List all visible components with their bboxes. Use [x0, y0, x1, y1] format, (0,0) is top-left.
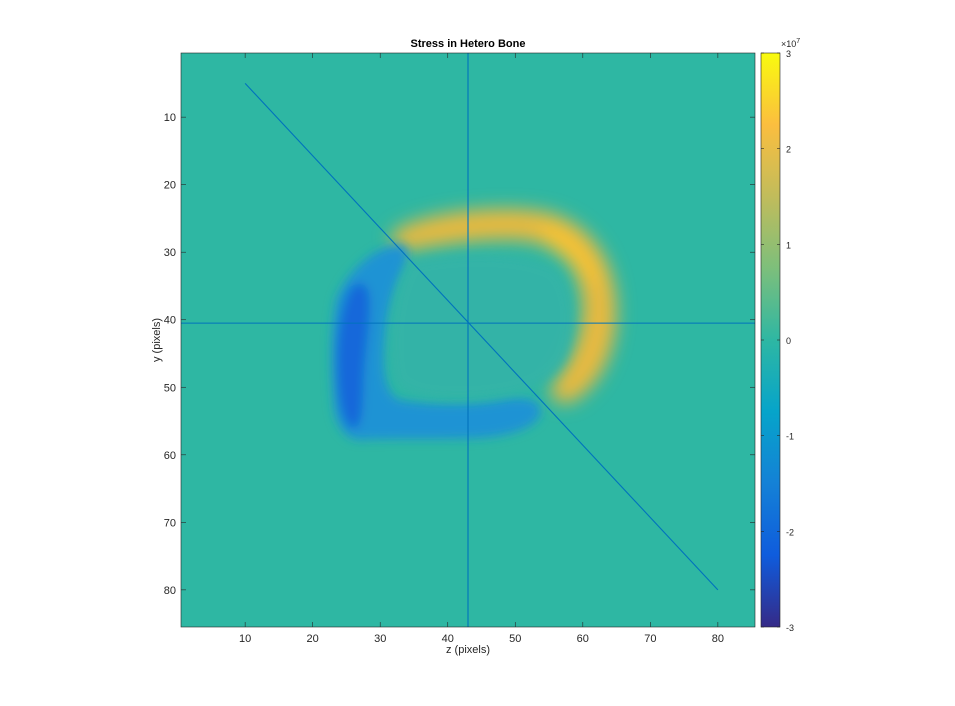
- x-tick-label: 40: [442, 633, 454, 645]
- diagonal-line: [244, 83, 719, 591]
- colorbar-tick-label: 0: [786, 336, 791, 346]
- colorbar-tick-label: -3: [786, 623, 794, 633]
- plot-frame: [180, 52, 756, 628]
- y-tick-label: 60: [164, 450, 176, 462]
- axis-ticks: 10 20 30 40 50 60 70 80 10 20 30 40 50 60 70 80: [164, 53, 755, 645]
- stress-band-negative-core: [337, 283, 370, 429]
- colorbar: -3 -2 -1 0 1 2 3 ×107: [760, 38, 800, 633]
- chart-title: Stress in Hetero Bone: [411, 38, 526, 50]
- colorbar-tick-label: 1: [786, 240, 791, 250]
- plot-area: 10 20 30 40 50 60 70 80 10 20 30 40 50 60 70 80: [164, 52, 756, 645]
- x-tick-label: 10: [239, 633, 251, 645]
- colorbar-tick-label: 3: [786, 49, 791, 59]
- ring-interior: [391, 254, 573, 399]
- colorbar-tick-label: -2: [786, 527, 794, 537]
- x-axis-label: z (pixels): [446, 644, 490, 656]
- y-tick-label: 80: [164, 585, 176, 597]
- heatmap-field: [331, 208, 617, 440]
- y-tick-label: 70: [164, 517, 176, 529]
- stress-band-positive: [391, 208, 617, 404]
- colorbar-exponent: ×107: [781, 38, 800, 49]
- x-tick-label: 70: [644, 633, 656, 645]
- colorbar-tick-label: -1: [786, 432, 794, 442]
- x-tick-label: 30: [374, 633, 386, 645]
- overlay-lines: [181, 53, 755, 627]
- x-tick-label: 60: [577, 633, 589, 645]
- y-tick-label: 20: [164, 180, 176, 192]
- y-tick-label: 40: [164, 315, 176, 327]
- colorbar-ticks: -3 -2 -1 0 1 2 3: [761, 49, 794, 633]
- x-tick-label: 50: [509, 633, 521, 645]
- colorbar-tick-label: 2: [786, 145, 791, 155]
- y-tick-label: 50: [164, 382, 176, 394]
- x-tick-label: 20: [307, 633, 319, 645]
- stress-band-positive-peak: [540, 222, 600, 286]
- y-tick-label: 30: [164, 247, 176, 259]
- y-tick-label: 10: [164, 112, 176, 124]
- y-axis-label: y (pixels): [151, 318, 163, 362]
- x-tick-label: 80: [712, 633, 724, 645]
- stress-band-negative: [331, 244, 541, 440]
